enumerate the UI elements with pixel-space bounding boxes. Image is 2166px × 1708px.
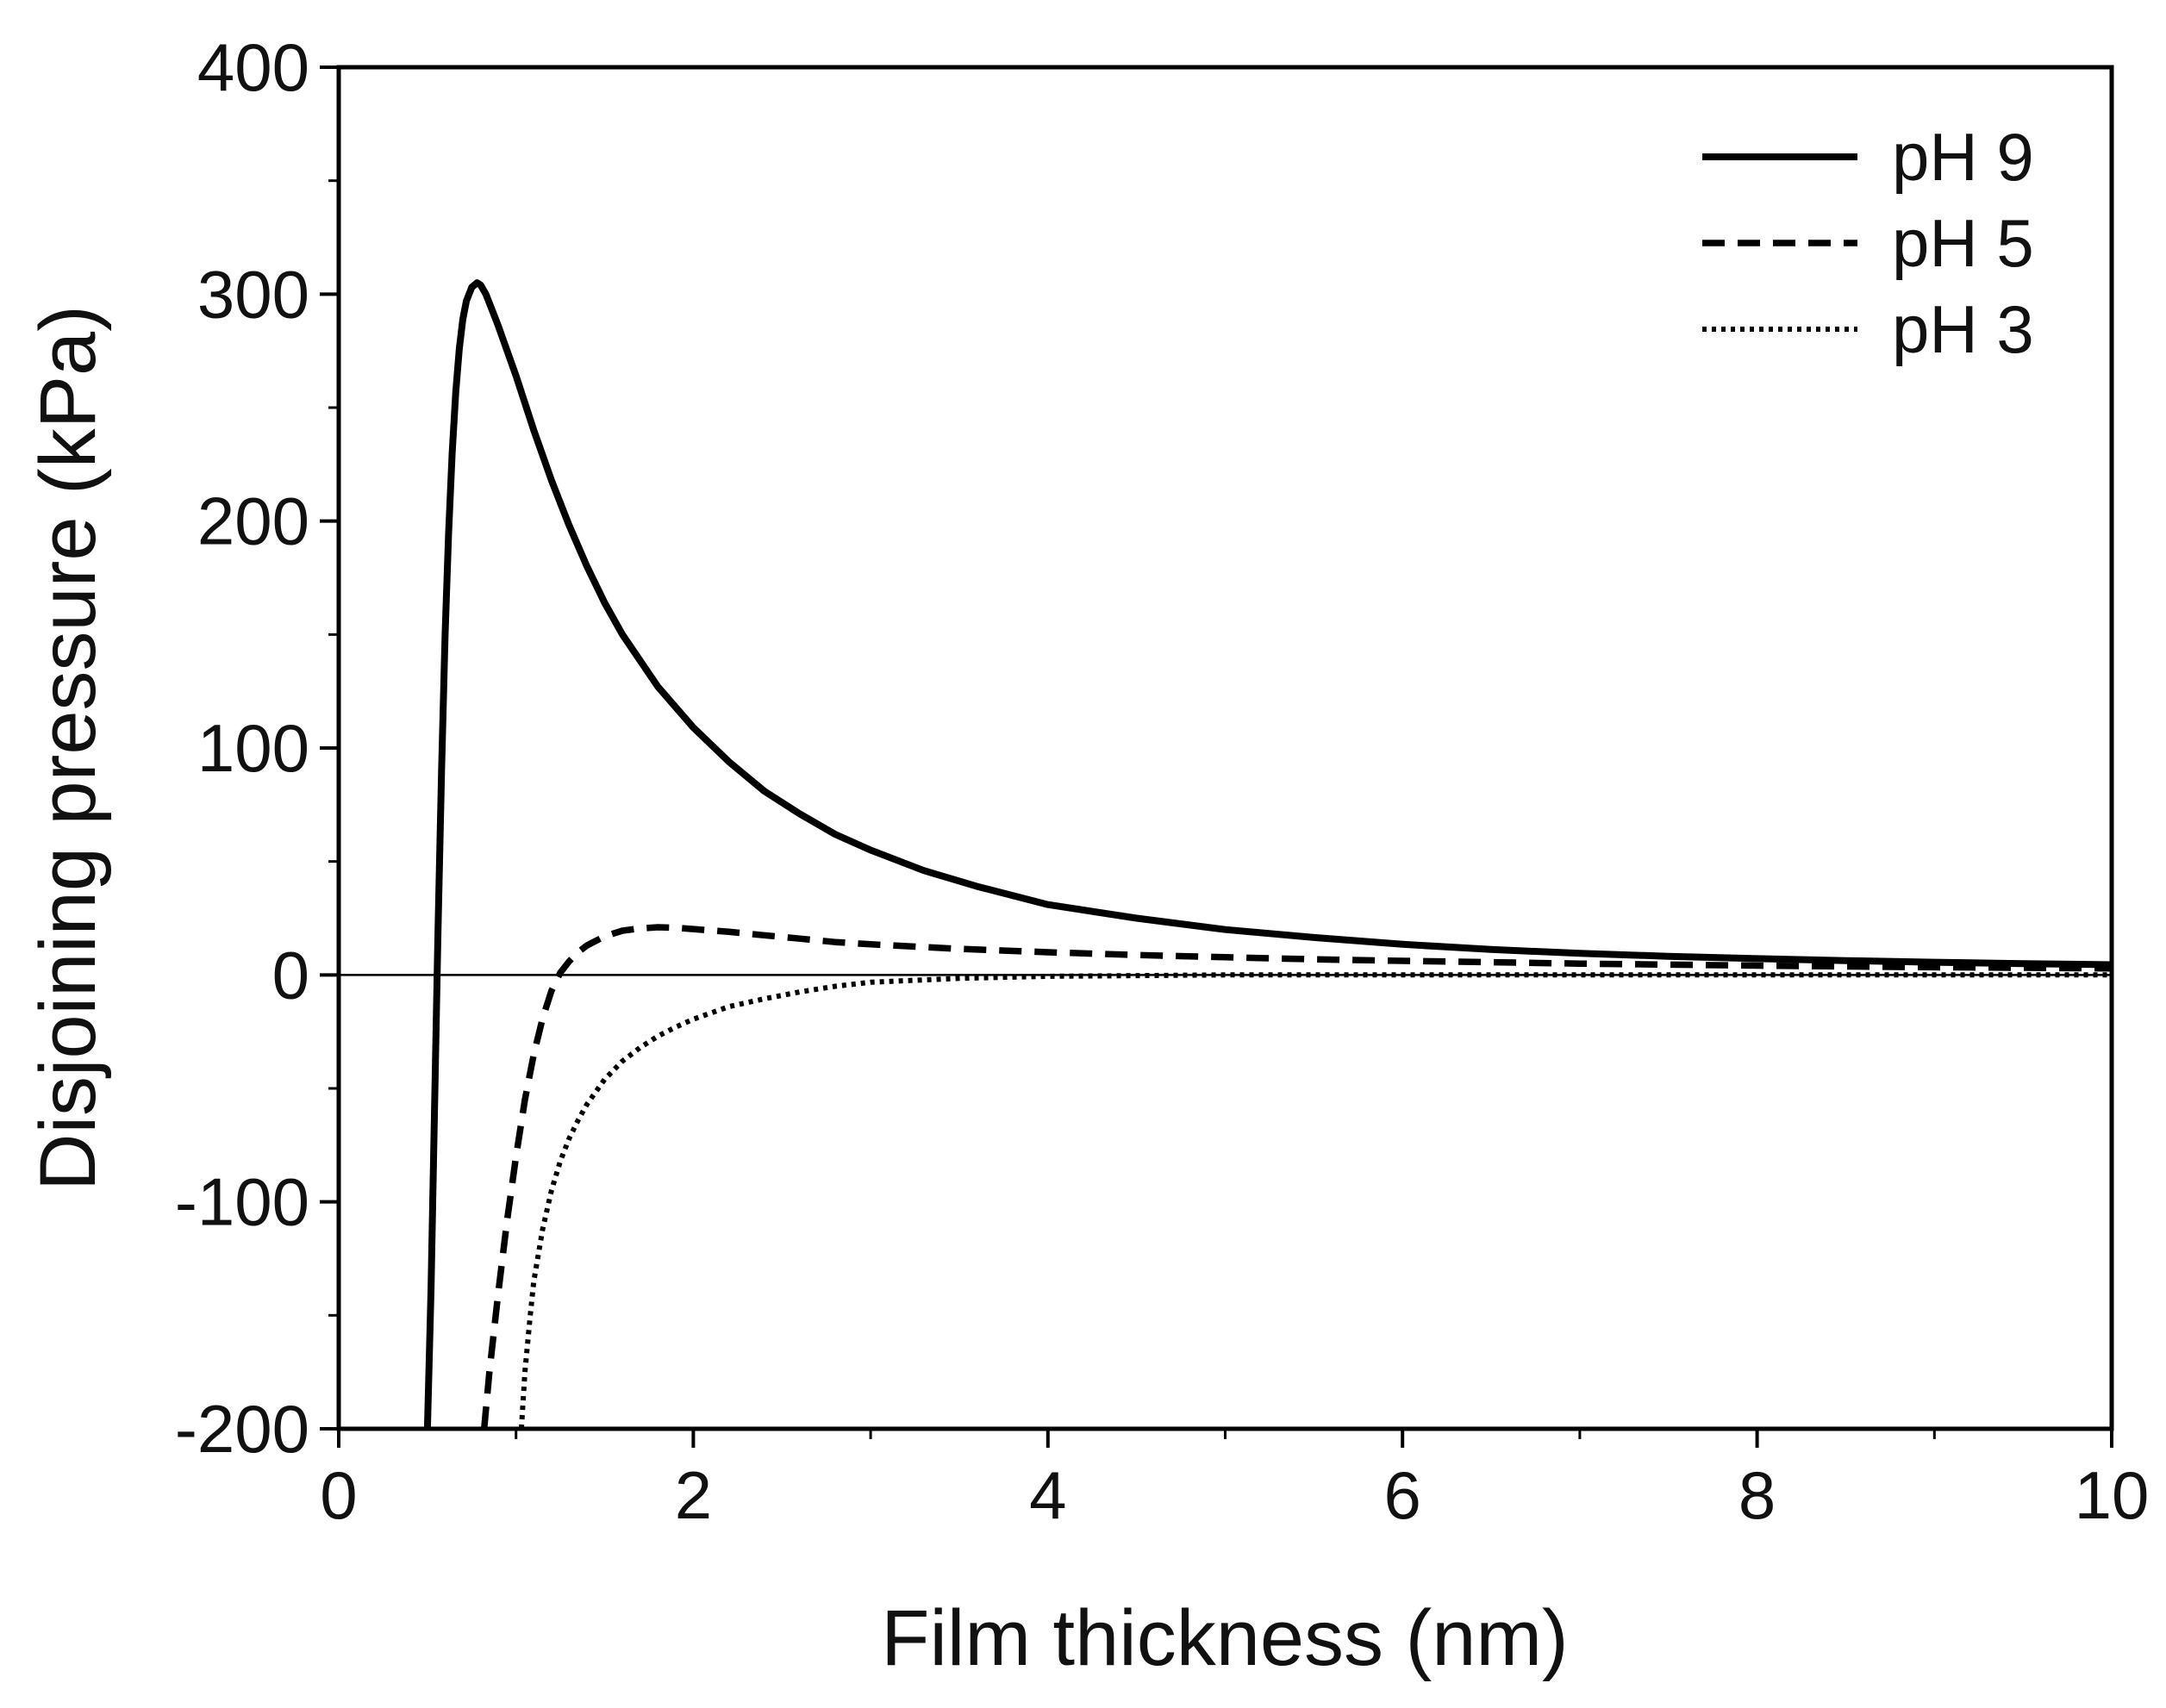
series-line-ph-3 [518,972,2112,1429]
y-axis-title: Disjoining pressure (kPa) [24,305,112,1191]
legend-label: pH 9 [1892,119,2034,195]
legend: pH 9 pH 5 pH 3 [1702,119,2034,367]
series-group [423,279,2112,1429]
y-tick-label: -100 [175,1164,309,1240]
y-tick-label: 300 [197,256,309,332]
x-tick-label: 6 [1384,1457,1421,1533]
plot-frame [336,65,2114,1431]
y-axis-ticks: -200 -100 0 100 200 300 400 [175,29,339,1467]
y-tick-label: 400 [197,29,309,105]
legend-label: pH 5 [1892,205,2034,281]
y-tick-label: 0 [272,937,309,1013]
x-axis-title: Film thickness (nm) [881,1594,1568,1682]
x-tick-label: 8 [1738,1457,1776,1533]
y-tick-label: 200 [197,483,309,559]
x-tick-label: 0 [320,1457,357,1533]
x-tick-label: 2 [675,1457,712,1533]
series-line-ph-5 [480,924,2112,1429]
y-tick-label: -200 [175,1391,309,1467]
x-axis-ticks: 0 2 4 6 8 10 [320,1429,2149,1533]
x-tick-label: 4 [1029,1457,1066,1533]
x-tick-label: 10 [2075,1457,2150,1533]
series-line-ph-9 [423,279,2112,1429]
legend-label: pH 3 [1892,291,2034,367]
y-tick-label: 100 [197,710,309,786]
